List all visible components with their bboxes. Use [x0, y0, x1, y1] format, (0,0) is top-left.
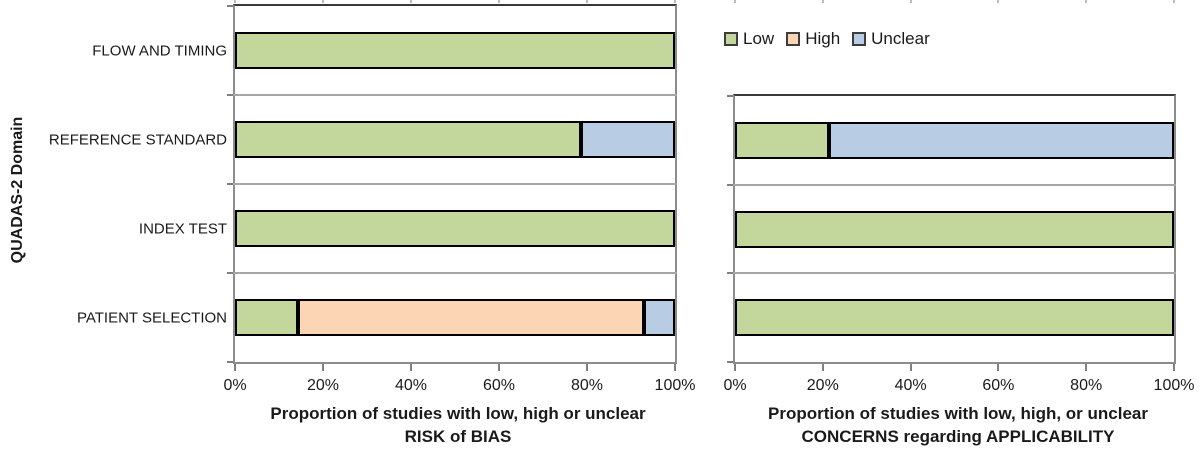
x-axis-tick — [1173, 364, 1175, 371]
bar-segment-unclear — [829, 122, 1174, 159]
x-axis-title-applicability-line1: Proportion of studies with low, high, or… — [768, 404, 1148, 423]
x-axis-tick — [997, 364, 1000, 371]
bar-segment-high — [298, 299, 644, 336]
x-tick-label: 0% — [223, 377, 247, 394]
x-axis-tick — [734, 364, 736, 371]
top-tick-mark — [586, 0, 588, 3]
bar-segment-low — [235, 210, 675, 247]
x-tick-label: 40% — [394, 377, 428, 394]
legend-item-high: High — [786, 29, 840, 49]
x-axis-title-risk-line2: RISK of BIAS — [404, 427, 512, 446]
x-tick-label: 80% — [570, 377, 604, 394]
y-axis-tick — [227, 94, 233, 96]
high-swatch-icon — [786, 32, 801, 46]
x-tick-label: 40% — [894, 377, 927, 394]
top-tick-mark — [1173, 0, 1175, 3]
category-label: PATIENT SELECTION — [76, 309, 227, 326]
x-tick-label: 20% — [806, 377, 839, 394]
legend-item-unclear: Unclear — [852, 29, 930, 49]
gridline — [233, 183, 677, 185]
bar-segment-low — [235, 32, 675, 69]
legend-label-unclear: Unclear — [871, 29, 930, 48]
bar-segment-low — [235, 121, 581, 158]
bar-segment-unclear — [581, 121, 675, 158]
unclear-swatch-icon — [852, 32, 867, 46]
top-tick-mark — [821, 0, 824, 3]
x-axis-tick — [1085, 364, 1088, 371]
legend-label-high: High — [805, 29, 841, 48]
x-tick-label: 60% — [482, 377, 516, 394]
x-axis-tick — [586, 364, 588, 371]
category-label: FLOW AND TIMING — [92, 42, 227, 59]
x-tick-label: 20% — [306, 377, 340, 394]
x-tick-label: 60% — [982, 377, 1015, 394]
y-axis-tick — [227, 5, 233, 7]
top-tick-mark — [734, 0, 736, 3]
x-axis-tick — [322, 364, 324, 371]
y-axis-tick — [227, 272, 233, 274]
bar-segment-low — [735, 211, 1174, 248]
x-axis-tick — [674, 364, 676, 371]
gridline — [733, 183, 1176, 186]
x-axis-tick — [234, 364, 236, 371]
applicability-plot — [733, 94, 1176, 364]
y-axis-tick — [727, 272, 733, 275]
x-axis-tick — [821, 364, 824, 371]
x-axis-tick — [410, 364, 412, 371]
top-tick-mark — [997, 0, 1000, 3]
legend-item-low: Low — [724, 29, 774, 49]
top-tick-mark — [234, 0, 236, 3]
top-tick-mark — [674, 0, 676, 3]
y-axis-tick — [727, 361, 733, 363]
x-tick-label: 80% — [1070, 377, 1103, 394]
top-tick-mark — [322, 0, 324, 3]
risk-of-bias-plot — [233, 4, 677, 364]
gridline — [233, 272, 677, 274]
x-axis-title-risk-line1: Proportion of studies with low, high or … — [270, 404, 646, 423]
y-axis-tick — [227, 361, 233, 363]
top-tick-mark — [1085, 0, 1088, 3]
x-axis-tick — [498, 364, 500, 371]
bar-segment-low — [735, 299, 1174, 336]
x-tick-label: 100% — [1153, 377, 1195, 394]
x-axis-title-applicability-line2: CONCERNS regarding APPLICABILITY — [801, 427, 1115, 446]
gridline — [733, 272, 1176, 275]
y-axis-tick — [227, 183, 233, 185]
x-tick-label: 0% — [723, 377, 747, 394]
bar-segment-low — [735, 122, 829, 159]
x-axis-tick — [909, 364, 912, 371]
y-axis-tick — [727, 95, 733, 97]
bar-segment-low — [235, 299, 298, 336]
category-label: REFERENCE STANDARD — [48, 131, 227, 148]
x-axis-title-applicability: Proportion of studies with low, high, or… — [768, 402, 1148, 448]
top-tick-mark — [909, 0, 912, 3]
x-axis-title-risk: Proportion of studies with low, high or … — [270, 402, 645, 448]
top-tick-mark — [498, 0, 500, 3]
top-tick-mark — [410, 0, 412, 3]
low-swatch-icon — [724, 32, 738, 46]
x-tick-label: 100% — [654, 377, 696, 394]
bar-segment-unclear — [644, 299, 675, 336]
legend: Low High Unclear — [724, 29, 930, 49]
y-axis-tick — [727, 183, 733, 186]
legend-label-low: Low — [743, 29, 775, 48]
gridline — [233, 94, 677, 96]
category-label: INDEX TEST — [138, 220, 227, 237]
y-axis-title: QUADAS-2 Domain — [9, 116, 26, 264]
